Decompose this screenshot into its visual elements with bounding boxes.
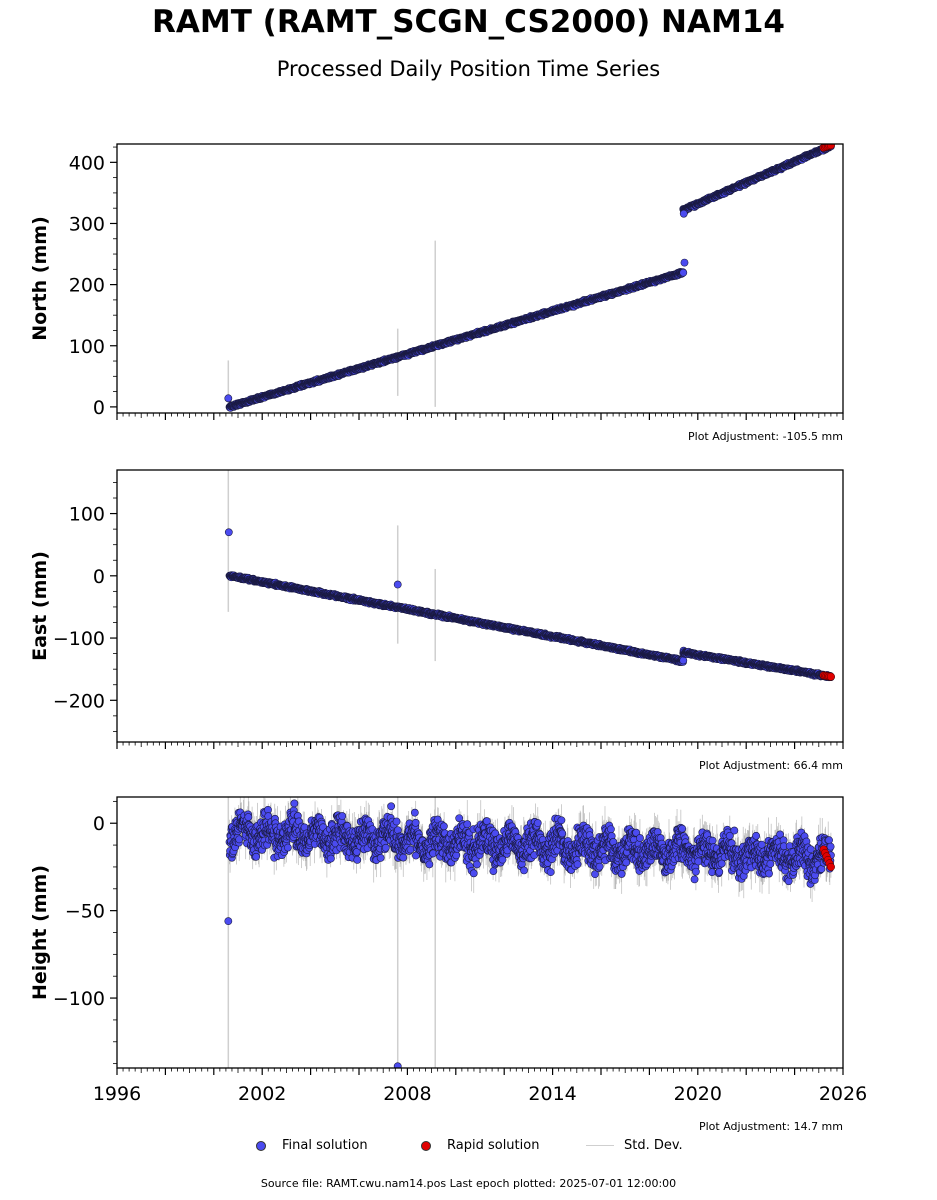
outlier-point bbox=[679, 209, 688, 218]
axes-frame bbox=[116, 469, 844, 743]
final-solution-point bbox=[679, 268, 688, 277]
final-solution-point bbox=[679, 656, 688, 665]
y-tick-label: 100 bbox=[69, 336, 105, 358]
y-tick-label: 0 bbox=[93, 566, 105, 588]
y-tick-label: 200 bbox=[69, 275, 105, 297]
y-tick-label: 300 bbox=[69, 213, 105, 235]
y-tick-label: 400 bbox=[69, 152, 105, 174]
plot-adjustment-note: Plot Adjustment: -105.5 mm bbox=[688, 430, 843, 443]
y-tick-label: 100 bbox=[69, 504, 105, 526]
y-axis-label: East (mm) bbox=[29, 551, 51, 661]
outlier-point bbox=[393, 580, 402, 589]
y-tick-label: −100 bbox=[53, 628, 105, 650]
chart-subtitle: Processed Daily Position Time Series bbox=[276, 57, 661, 81]
rapid-solution-point bbox=[826, 672, 835, 681]
chart-title: RAMT (RAMT_SCGN_CS2000) NAM14 bbox=[152, 4, 785, 40]
outlier-point bbox=[224, 394, 233, 403]
plot-adjustment-note: Plot Adjustment: 66.4 mm bbox=[699, 759, 843, 772]
y-tick-label: −200 bbox=[53, 690, 105, 712]
plot-area-1 bbox=[224, 470, 835, 682]
y-axis-label: North (mm) bbox=[29, 216, 51, 341]
plot-area-0 bbox=[224, 144, 835, 412]
y-tick-label: 0 bbox=[93, 397, 105, 419]
outlier-point bbox=[224, 528, 233, 537]
outlier-point bbox=[680, 258, 689, 267]
plot-area-2 bbox=[224, 797, 835, 1068]
rapid-solution-point bbox=[826, 144, 835, 150]
